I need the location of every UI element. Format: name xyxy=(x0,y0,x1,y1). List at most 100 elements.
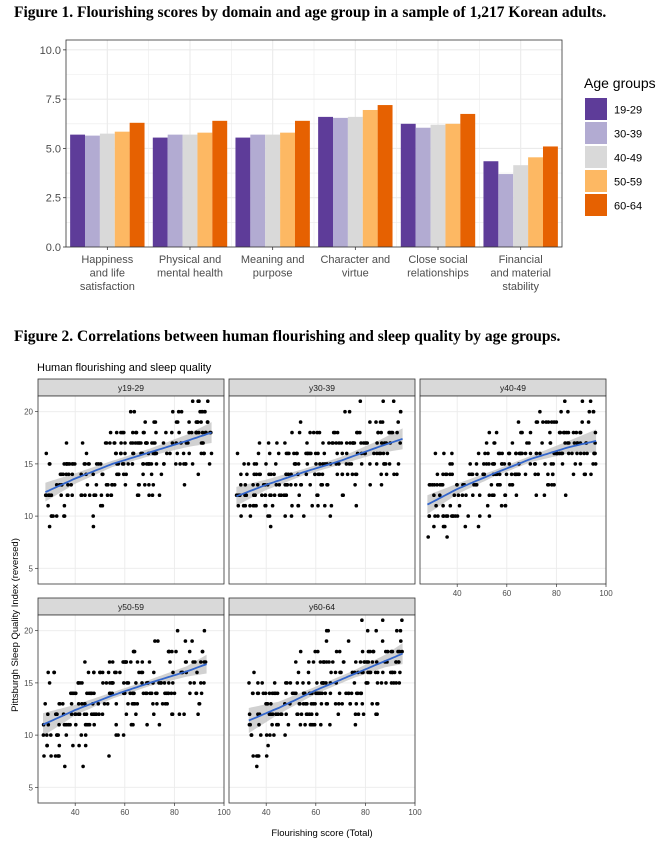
confidence-band xyxy=(45,422,212,502)
data-point xyxy=(398,409,403,414)
data-point xyxy=(170,441,175,445)
bar xyxy=(460,113,476,247)
data-point xyxy=(379,430,384,435)
data-point xyxy=(323,503,327,508)
data-point xyxy=(175,451,180,456)
data-point xyxy=(324,639,329,643)
data-point xyxy=(400,618,404,622)
data-point xyxy=(567,441,571,445)
data-point xyxy=(441,472,445,477)
data-point xyxy=(253,493,257,497)
data-point xyxy=(41,733,46,737)
data-point xyxy=(80,441,85,445)
data-point xyxy=(248,503,252,508)
data-point xyxy=(296,670,301,675)
data-point xyxy=(289,514,294,518)
data-point xyxy=(538,409,542,414)
data-point xyxy=(157,493,162,497)
data-point xyxy=(375,441,379,445)
x-tick-label: 60 xyxy=(120,808,129,817)
data-point xyxy=(251,483,255,487)
facet-border xyxy=(228,614,416,804)
data-point xyxy=(136,493,141,497)
data-point xyxy=(174,462,178,466)
data-point xyxy=(114,702,119,706)
data-point xyxy=(126,681,131,685)
data-point xyxy=(83,733,88,737)
data-point xyxy=(150,493,155,497)
data-point xyxy=(164,430,168,435)
data-point xyxy=(354,503,359,508)
y-axis-title: Pittsburgh Sleep Quality Index (reversed… xyxy=(10,538,21,712)
data-point xyxy=(196,472,201,477)
legend-label: 19-29 xyxy=(614,105,642,117)
data-point xyxy=(380,639,385,643)
y-tick-label: 0.0 xyxy=(46,242,61,254)
data-point xyxy=(344,441,349,445)
data-point xyxy=(329,670,333,675)
data-point xyxy=(92,691,96,696)
x-category-label: Character and xyxy=(320,254,390,266)
data-point xyxy=(438,483,442,487)
facet-border xyxy=(37,614,225,804)
data-point xyxy=(371,649,376,654)
data-point xyxy=(335,472,340,477)
data-point xyxy=(558,430,563,435)
data-point xyxy=(392,472,396,477)
data-point xyxy=(165,702,169,706)
data-point xyxy=(455,483,459,487)
data-point xyxy=(433,514,437,518)
data-point xyxy=(503,493,508,497)
bar xyxy=(294,120,310,247)
data-point xyxy=(70,493,74,497)
data-point xyxy=(71,743,75,748)
data-point xyxy=(270,503,275,508)
data-point xyxy=(120,462,125,466)
data-point xyxy=(94,483,99,487)
data-point xyxy=(534,493,539,497)
data-point xyxy=(398,670,402,675)
data-point xyxy=(59,493,63,497)
data-point xyxy=(379,441,384,445)
data-point xyxy=(328,691,333,696)
bar xyxy=(280,132,295,247)
data-point xyxy=(170,430,174,435)
data-point xyxy=(157,681,161,685)
data-point xyxy=(122,681,126,685)
data-point xyxy=(517,472,521,477)
data-point xyxy=(69,702,74,706)
data-point xyxy=(187,420,191,424)
data-point xyxy=(286,472,291,477)
data-point xyxy=(362,660,367,664)
data-point xyxy=(42,754,46,758)
data-point xyxy=(284,493,288,497)
data-point xyxy=(293,483,298,487)
data-point xyxy=(353,712,358,716)
data-point xyxy=(86,462,91,466)
data-point xyxy=(582,451,586,456)
data-point xyxy=(171,409,175,414)
data-point xyxy=(256,451,261,456)
data-point xyxy=(191,660,195,664)
data-point xyxy=(319,483,324,487)
data-point xyxy=(91,472,95,477)
data-point xyxy=(135,660,140,664)
data-point xyxy=(273,691,278,696)
data-point xyxy=(275,722,279,727)
data-point xyxy=(83,743,88,748)
data-point xyxy=(334,441,339,445)
data-point xyxy=(585,451,589,456)
data-point xyxy=(450,451,454,456)
data-point xyxy=(104,681,109,685)
data-point xyxy=(175,628,180,633)
data-point xyxy=(497,472,502,477)
data-point xyxy=(195,420,200,424)
data-point xyxy=(148,691,152,696)
data-point xyxy=(239,514,243,518)
data-point xyxy=(468,462,473,466)
data-point xyxy=(586,420,591,424)
data-point xyxy=(83,493,87,497)
data-point xyxy=(390,430,395,435)
figure1-title: Figure 1. Flourishing scores by domain a… xyxy=(14,4,607,21)
facet-panel: y50-59 5 10 15 20 40 60 80 100 xyxy=(24,597,231,817)
